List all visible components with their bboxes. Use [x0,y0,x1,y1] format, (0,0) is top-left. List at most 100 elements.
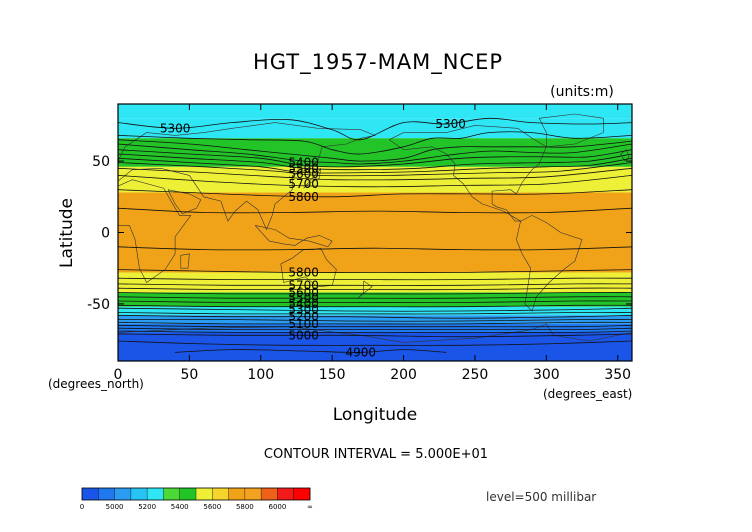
contour-interval-text: CONTOUR INTERVAL = 5.000E+01 [264,447,488,462]
coastline-japan [303,168,321,189]
x-tick-label-250: 250 [462,367,489,383]
coastline-europe-asia [118,122,377,231]
contour-label-5: 5700 [288,177,319,191]
colorbar-swatch-1 [98,488,115,500]
contour-5300-0 [118,117,632,141]
contour-5600-6 [118,157,632,174]
contour-5800-13 [118,269,632,273]
band-1 [118,118,632,139]
y-axis-label: Latitude [57,198,77,268]
x-tick-label-150: 150 [319,367,346,383]
y-tick-label--50: -50 [87,297,110,313]
coastline-arabia [167,189,202,215]
units-label: (units:m) [550,84,614,100]
contour-label-14: 5100 [288,317,319,331]
contour-label-10: 5500 [288,291,319,305]
y-tick-label-50: 50 [92,154,110,170]
contour-5100-27 [118,327,632,331]
contour-5750-14 [118,277,632,281]
colorbar-label-4: 5600 [203,503,221,511]
colorbar-label-1: 5000 [106,503,124,511]
coastline-africa [118,179,192,283]
colorbar-label-5: 5800 [236,503,254,511]
level-text: level=500 millibar [486,490,596,504]
contour-5400-2 [118,139,632,162]
contour-5800-10 [118,189,632,198]
contour-5350-22 [118,311,632,315]
contour-label-13: 5200 [288,310,319,324]
contour-labels: 5300 530054005500560057005800580057005600… [160,117,466,359]
coastline-indonesia [254,225,333,248]
contour-label-11: 5400 [288,297,319,311]
x-tick-label-0: 0 [114,367,123,383]
band-8 [118,315,632,324]
colorbar-swatch-13 [293,488,311,500]
contour-label-2: 5400 [288,156,319,170]
plot-area: 5300 530054005500560057005800580057005600… [87,103,633,383]
coastline-madagascar [180,253,190,269]
contour-5750-9 [118,175,632,188]
x-tick-label-200: 200 [390,367,417,383]
band-9 [118,323,632,333]
contour-label-16: 4900 [345,345,376,359]
colorbar-swatch-8 [212,488,229,500]
contour-label-12: 5300 [288,303,319,317]
contour-5850-11 [118,207,632,214]
band-0 [118,104,632,119]
contour-5300-23 [118,314,632,319]
coastline-south-america [516,215,583,312]
colorbar-label-2: 5200 [138,503,156,511]
chart-title: HGT_1957-MAM_NCEP [253,50,503,75]
contour-5050-28 [118,330,632,333]
contour-5650-7 [118,162,632,177]
colorbar-swatch-12 [277,488,295,500]
y-unit-label: (degrees_north) [48,377,144,391]
contour-5450-20 [118,304,632,308]
contour-label-7: 5800 [288,265,319,279]
band-4 [118,192,632,273]
contour-5700-8 [118,167,632,181]
colorbar-swatch-6 [179,488,197,500]
coastline-uk [620,149,630,162]
colorbar-swatch-11 [261,488,278,500]
x-unit-label: (degrees_east) [543,387,632,401]
x-tick-label-50: 50 [180,367,198,383]
contour-5150-26 [118,324,632,328]
shaded-bands [118,104,632,361]
contour-label-4: 5600 [288,167,319,181]
coastline-australia [280,247,337,288]
colorbar-swatch-7 [196,488,213,500]
colorbar-label-6: 6000 [269,503,287,511]
coastline-greenland [538,113,604,148]
contour-label-6: 5800 [288,190,319,204]
colorbar-label-0: 0 [80,503,84,511]
colorbar-swatch-2 [114,488,132,500]
x-tick-label-300: 300 [533,367,560,383]
contour-5000-29 [118,333,632,338]
contour-5850-12 [118,246,632,251]
contour-4900-31 [175,349,447,353]
colorbar-swatch-10 [244,488,262,500]
colorbar-swatch-5 [163,488,181,500]
contour-label-0: 5300 [160,121,191,135]
colorbar: 0 5000 5200 5400 5600 5800 6000 ∞ [80,487,313,511]
contour-label-9: 5600 [288,285,319,299]
contour-5600-17 [118,291,632,295]
contour-5400-21 [118,307,632,312]
contour-5650-16 [118,287,632,291]
colorbar-swatch-9 [228,488,246,500]
colorbar-swatch-3 [130,488,148,500]
colorbar-swatch-0 [82,488,99,500]
contour-5550-5 [118,153,632,171]
contour-5500-19 [118,300,632,303]
contour-5450-3 [118,143,632,165]
contour-5200-25 [118,321,632,325]
contour-lines [118,117,632,353]
band-5 [118,272,632,293]
contour-5350-1 [118,131,632,155]
contour-5550-18 [118,296,632,299]
colorbar-label-3: 5400 [171,503,189,511]
contour-label-1: 5300 [435,117,466,131]
coastline-antarctica [118,323,632,343]
